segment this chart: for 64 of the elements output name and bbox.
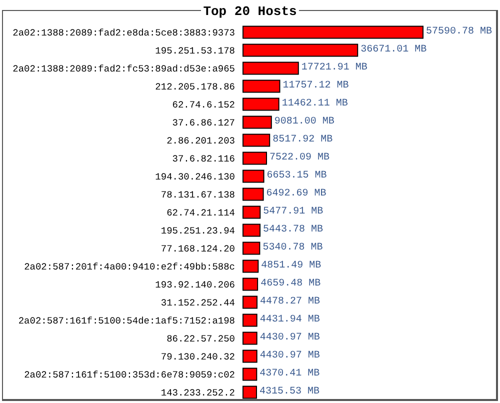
bar (242, 386, 257, 399)
bar (242, 260, 259, 273)
bar (242, 296, 258, 309)
data-label: 4431.94 MB (260, 314, 320, 326)
y-tick-label: 78.131.67.138 (160, 189, 236, 200)
y-tick-label: 37.6.82.116 (172, 153, 236, 164)
data-label: 5340.78 MB (262, 242, 323, 254)
data-label: 57590.78 MB (426, 26, 492, 38)
data-label: 36671.01 MB (360, 44, 427, 56)
data-label: 9081.00 MB (274, 116, 334, 128)
y-tick-label: 193.92.140.206 (155, 279, 236, 290)
data-label: 17721.91 MB (301, 62, 368, 74)
chart-title: Top 20 Hosts (201, 4, 299, 19)
y-tick-label: 2a02:587:161f:5100:54de:1af5:7152:a198 (18, 315, 236, 326)
y-tick-label: 77.168.124.20 (160, 243, 236, 254)
data-label: 4315.53 MB (259, 386, 320, 398)
y-tick-label: 2a02:1388:2089:fad2:e8da:5ce8:3883:9373 (12, 27, 236, 38)
y-tick-label: 195.251.53.178 (155, 45, 236, 56)
y-tick-label: 62.74.6.152 (172, 99, 236, 110)
data-label: 6653.15 MB (266, 170, 327, 182)
bar (242, 350, 258, 363)
data-label: 4370.41 MB (260, 368, 320, 380)
data-label: 4478.27 MB (260, 296, 320, 308)
y-tick-label: 195.251.23.94 (160, 225, 236, 236)
data-label: 4430.97 MB (260, 350, 320, 362)
bar (242, 152, 268, 165)
bar (242, 368, 258, 381)
data-label: 4851.49 MB (261, 260, 322, 272)
y-tick-label: 2a02:1388:2089:fad2:fc53:89ad:d53e:a965 (12, 63, 236, 74)
data-label: 11757.12 MB (282, 80, 349, 92)
bar (242, 62, 299, 75)
data-label: 5477.91 MB (263, 206, 324, 218)
bar (242, 206, 261, 219)
bar (242, 26, 424, 39)
bar (242, 134, 270, 147)
bar (242, 332, 258, 345)
data-label: 8517.92 MB (272, 134, 333, 146)
y-tick-label: 2a02:587:201f:4a00:9410:e2f:49bb:588c (24, 261, 236, 272)
y-tick-label: 31.152.252.44 (160, 297, 236, 308)
y-tick-label: 86.22.57.250 (166, 333, 236, 344)
y-tick-label: 79.130.240.32 (160, 351, 236, 362)
y-tick-label: 212.205.178.86 (155, 81, 236, 92)
y-tick-label: 2.86.201.203 (166, 135, 236, 146)
bar (242, 44, 358, 57)
bar (242, 188, 264, 201)
y-tick-label: 143.233.252.2 (160, 387, 236, 398)
bar (242, 116, 272, 129)
y-tick-label: 2a02:587:161f:5100:353d:6e78:9059:c02 (24, 369, 236, 380)
bar (242, 314, 258, 327)
bar (242, 242, 260, 255)
data-label: 6492.69 MB (266, 188, 326, 200)
y-tick-label: 62.74.21.114 (166, 207, 236, 218)
bar (242, 278, 258, 291)
y-tick-label: 37.6.86.127 (172, 117, 235, 128)
data-label: 4659.48 MB (260, 278, 321, 290)
data-label: 11462.11 MB (282, 98, 348, 110)
y-tick-label: 194.30.246.130 (155, 171, 236, 182)
bar (242, 98, 280, 111)
bar (242, 80, 280, 93)
data-label: 7522.09 MB (270, 152, 330, 164)
data-label: 5443.78 MB (263, 224, 324, 236)
bar (242, 170, 264, 183)
bar (242, 224, 261, 237)
data-label: 4430.97 MB (260, 332, 320, 344)
